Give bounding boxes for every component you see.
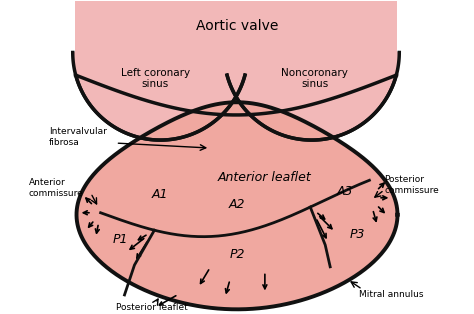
Text: Mitral annulus: Mitral annulus [359,290,424,299]
Text: Posterior
commissure: Posterior commissure [384,175,439,195]
Text: P2: P2 [229,248,245,261]
Polygon shape [76,52,245,140]
Text: Aortic valve: Aortic valve [196,19,278,33]
Polygon shape [73,52,248,140]
Polygon shape [76,1,396,115]
Polygon shape [224,52,399,140]
Text: P3: P3 [350,228,365,241]
Text: Intervalvular
fibrosa: Intervalvular fibrosa [49,127,107,147]
Text: Noncoronary
sinus: Noncoronary sinus [281,68,348,89]
Polygon shape [227,52,396,140]
Text: A2: A2 [229,198,245,211]
Text: A3: A3 [336,185,353,198]
Text: Posterior leaflet: Posterior leaflet [116,303,187,312]
Text: Anterior leaflet: Anterior leaflet [218,171,312,184]
Text: Anterior
commissure: Anterior commissure [29,178,84,198]
Text: P1: P1 [113,233,128,246]
Polygon shape [76,102,398,309]
Text: Left coronary
sinus: Left coronary sinus [121,68,190,89]
Text: A1: A1 [152,188,169,201]
